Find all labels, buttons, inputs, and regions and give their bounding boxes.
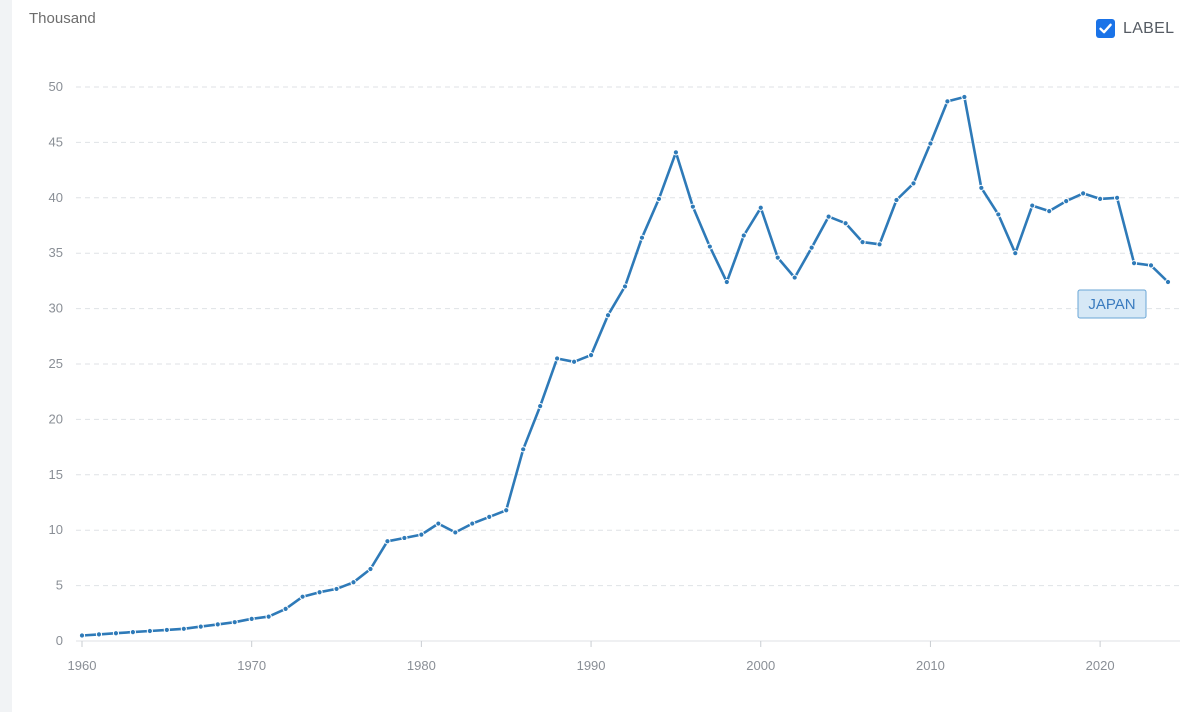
data-point[interactable]	[197, 623, 204, 630]
data-point[interactable]	[672, 149, 680, 156]
data-point[interactable]	[537, 403, 544, 410]
x-tick-label: 1980	[407, 658, 436, 673]
y-tick-label: 50	[49, 79, 63, 94]
y-tick-label: 20	[49, 411, 63, 426]
y-tick-label: 25	[49, 356, 63, 371]
data-point[interactable]	[910, 180, 917, 187]
data-point[interactable]	[1164, 278, 1172, 286]
x-tick-label: 2020	[1086, 658, 1115, 673]
data-point[interactable]	[1063, 198, 1070, 205]
y-axis-ticks: 0 5 10 15 20 25 30 35 40 45 50	[49, 79, 63, 648]
x-tick-label: 1990	[577, 658, 606, 673]
data-point[interactable]	[706, 243, 713, 250]
data-point[interactable]	[129, 629, 137, 636]
y-tick-label: 45	[49, 134, 63, 149]
data-point[interactable]	[740, 232, 747, 239]
grid-lines	[76, 86, 1180, 642]
y-tick-label: 0	[56, 633, 63, 648]
data-point[interactable]	[95, 631, 103, 638]
y-tick-label: 10	[49, 522, 63, 537]
data-point[interactable]	[859, 239, 866, 246]
data-point[interactable]	[401, 534, 408, 542]
data-point[interactable]	[265, 613, 272, 620]
data-point[interactable]	[469, 520, 476, 527]
data-point[interactable]	[503, 507, 510, 514]
data-point[interactable]	[112, 630, 120, 637]
chart-panel	[12, 0, 1200, 712]
data-point[interactable]	[299, 593, 306, 600]
data-point[interactable]	[655, 195, 663, 203]
data-point[interactable]	[333, 585, 340, 593]
series-label-layer: JAPAN	[1077, 289, 1147, 319]
x-tick-label: 2010	[916, 658, 945, 673]
data-point[interactable]	[927, 140, 934, 147]
series-label: JAPAN	[1088, 296, 1135, 313]
y-tick-label: 40	[49, 190, 63, 205]
y-tick-label: 35	[49, 245, 63, 260]
data-point[interactable]	[520, 446, 527, 453]
data-point[interactable]	[452, 529, 459, 536]
x-tick-label: 2000	[746, 658, 775, 673]
data-point[interactable]	[282, 605, 289, 612]
data-point[interactable]	[248, 615, 255, 622]
data-point[interactable]	[944, 98, 951, 105]
data-point[interactable]	[774, 254, 781, 261]
data-point[interactable]	[961, 93, 968, 101]
data-point[interactable]	[604, 312, 612, 319]
data-point[interactable]	[842, 220, 849, 227]
data-point[interactable]	[995, 211, 1002, 218]
data-point[interactable]	[486, 513, 493, 521]
data-point[interactable]	[978, 184, 985, 191]
data-point[interactable]	[214, 621, 221, 628]
x-tick-label: 1960	[68, 658, 97, 673]
data-point[interactable]	[1097, 195, 1104, 203]
data-point[interactable]	[621, 283, 629, 290]
data-point[interactable]	[570, 358, 578, 365]
series-line	[80, 95, 1170, 637]
data-point[interactable]	[893, 196, 900, 204]
data-point[interactable]	[723, 278, 730, 286]
data-point[interactable]	[1012, 250, 1019, 257]
data-point[interactable]	[146, 627, 153, 635]
y-tick-label: 5	[56, 578, 63, 593]
data-point[interactable]	[638, 234, 646, 241]
series-label-box	[1077, 289, 1147, 319]
data-point[interactable]	[1080, 190, 1087, 197]
data-point[interactable]	[78, 632, 86, 639]
data-point[interactable]	[1147, 262, 1155, 269]
data-point[interactable]	[808, 244, 815, 251]
data-point[interactable]	[367, 565, 374, 573]
label-toggle-text: LABEL	[1123, 19, 1175, 37]
data-point[interactable]	[384, 538, 391, 545]
data-point[interactable]	[418, 531, 425, 538]
data-point[interactable]	[825, 213, 832, 220]
x-axis-ticks: 1960 1970 1980 1990 2000 2010 2020	[68, 641, 1115, 673]
checkmark-icon	[1099, 23, 1112, 34]
data-point[interactable]	[757, 204, 764, 211]
data-point[interactable]	[554, 355, 561, 362]
x-tick-label: 1970	[237, 658, 266, 673]
series-layer	[78, 93, 1172, 639]
label-checkbox[interactable]	[1096, 19, 1115, 38]
y-axis-unit-label: Thousand	[29, 10, 96, 27]
data-point[interactable]	[1046, 207, 1053, 215]
data-point[interactable]	[1130, 260, 1138, 267]
y-tick-label: 15	[49, 467, 63, 482]
data-point[interactable]	[587, 352, 595, 359]
data-point[interactable]	[180, 625, 187, 632]
data-point[interactable]	[791, 274, 798, 281]
y-tick-label: 30	[49, 301, 63, 316]
data-point[interactable]	[876, 241, 883, 248]
label-toggle[interactable]: LABEL	[1096, 19, 1174, 38]
data-point[interactable]	[350, 579, 357, 586]
data-point[interactable]	[316, 589, 323, 596]
data-point[interactable]	[231, 619, 238, 626]
data-point[interactable]	[1113, 194, 1121, 201]
data-point[interactable]	[163, 626, 170, 634]
data-point[interactable]	[435, 520, 442, 527]
data-point[interactable]	[689, 203, 696, 210]
data-point[interactable]	[1029, 202, 1036, 209]
